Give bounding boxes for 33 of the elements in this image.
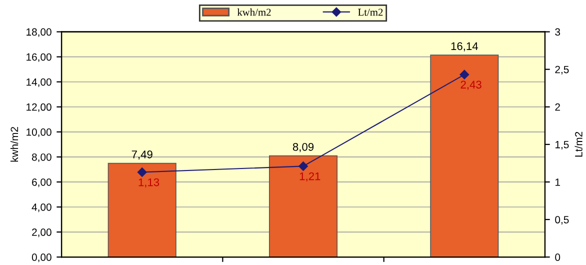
data-label: 1,13: [138, 178, 160, 188]
point: [298, 162, 308, 171]
y-tick-label: 14,00: [26, 78, 52, 87]
bar: [268, 155, 338, 258]
bar: [430, 54, 499, 258]
y-tick-label: 0,00: [32, 254, 52, 262]
y-tick-label: 12,00: [26, 103, 52, 112]
y2-tick-label: 1,5: [555, 141, 569, 150]
y-tick-label: 16,00: [26, 53, 52, 62]
data-label: 7,49: [132, 150, 152, 160]
point: [137, 168, 147, 177]
y2-tick-label: 2: [555, 103, 560, 111]
legend-label: kwh/m2: [237, 8, 271, 16]
y2-tick-label: 0: [555, 254, 560, 261]
y-tick-label: 8,00: [32, 153, 52, 162]
data-label: 16,14: [451, 42, 478, 52]
point: [460, 70, 470, 80]
y-tick-label: 10,00: [26, 128, 52, 138]
y2-axis-title: Lt/m2: [574, 132, 582, 157]
data-label: 8,09: [292, 142, 314, 152]
y-axis-title: kwh/m2: [10, 127, 18, 162]
data-label: 1,21: [300, 172, 320, 182]
legend-label: Lt/m2: [358, 8, 383, 16]
y2-tick-label: 3: [555, 28, 560, 36]
y-tick-label: 4,00: [32, 203, 52, 212]
y2-tick-label: 0,5: [555, 216, 569, 225]
y-tick-label: 2,00: [32, 228, 52, 238]
y-tick-label: 6,00: [32, 178, 52, 188]
y-tick-label: 18,00: [26, 28, 52, 37]
y2-tick-label: 2,5: [555, 66, 569, 74]
y2-tick-label: 1: [555, 178, 560, 186]
bar: [108, 162, 176, 258]
data-label: 2,43: [460, 80, 482, 90]
